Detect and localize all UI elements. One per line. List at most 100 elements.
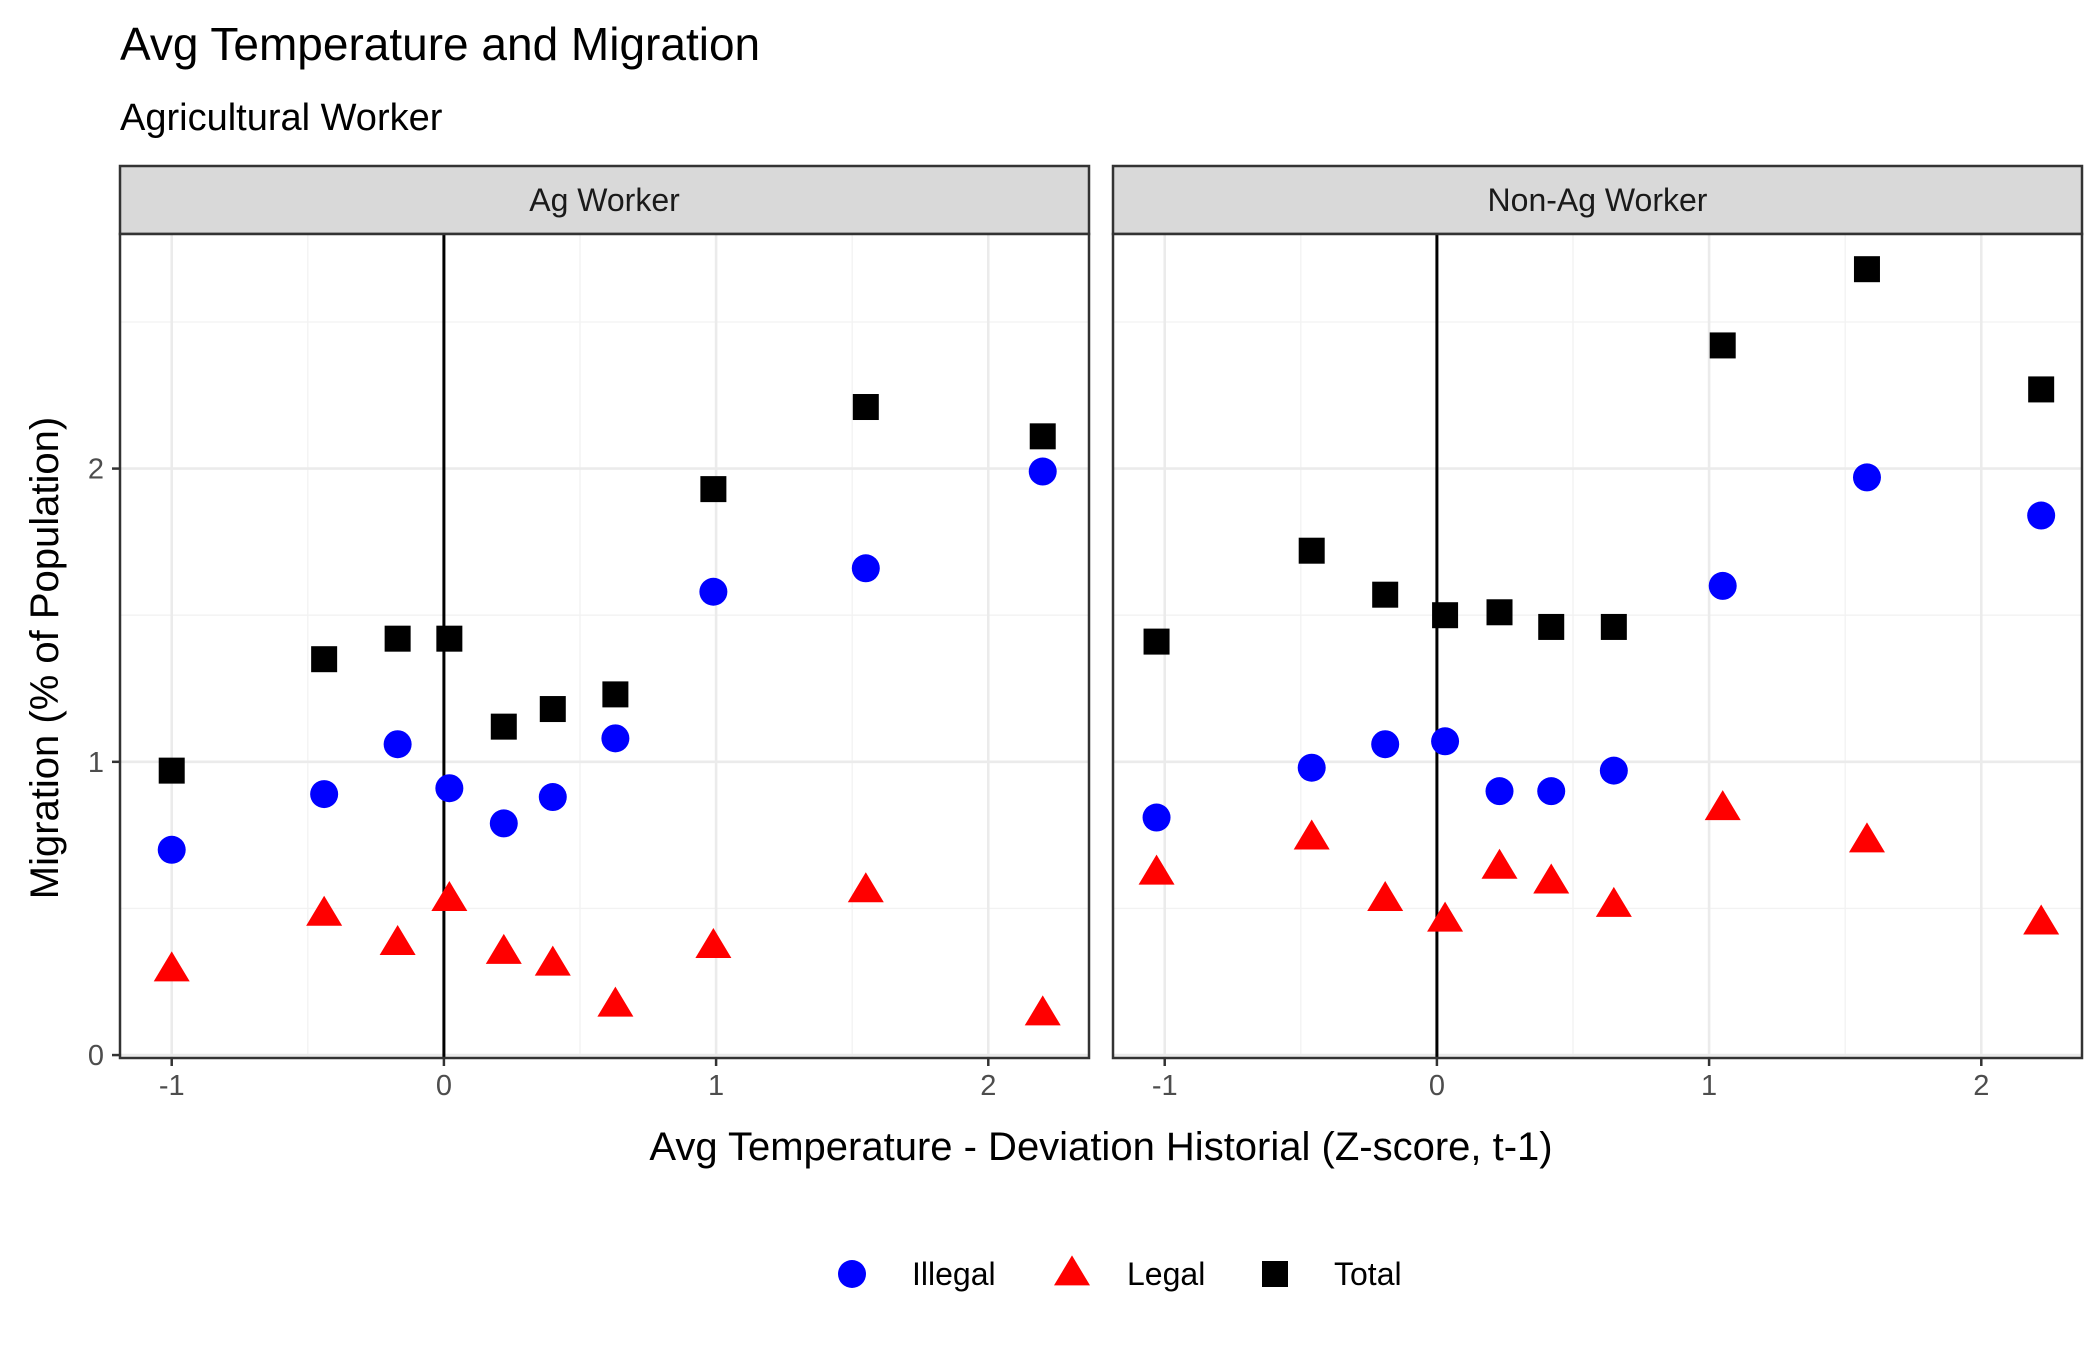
data-point-legal	[1138, 854, 1175, 885]
data-point-illegal	[1431, 727, 1460, 756]
facet-panels: Ag Worker -1 0 1 2 0 1 2 Non-Ag Worker -1 0 1 2	[88, 164, 2084, 1102]
data-point-legal	[1848, 822, 1885, 853]
panel-border	[1111, 232, 2084, 1060]
data-point-total	[539, 696, 566, 723]
legend-item-total: Total	[1262, 1256, 1402, 1292]
data-point-legal	[431, 881, 468, 912]
legend-item-illegal: Illegal	[838, 1256, 996, 1292]
data-point-total	[1143, 628, 1170, 655]
facet-strip-label: Ag Worker	[529, 182, 680, 218]
data-point-illegal	[538, 783, 567, 812]
data-point-legal	[597, 986, 634, 1017]
x-tick-label: 1	[708, 1070, 724, 1102]
data-point-total	[384, 625, 411, 652]
data-point-illegal	[383, 730, 412, 759]
legend-item-legal: Legal	[1054, 1255, 1205, 1292]
legend-key-illegal	[838, 1260, 866, 1288]
data-point-total	[158, 757, 185, 784]
data-point-illegal	[310, 780, 339, 809]
data-point-legal	[2023, 904, 2060, 935]
x-tick-label: 0	[1429, 1070, 1445, 1102]
data-point-illegal	[851, 554, 880, 583]
data-point-legal	[1367, 881, 1404, 912]
facet-panel-0: Ag Worker -1 0 1 2 0 1 2	[88, 164, 1091, 1102]
data-point-legal	[1427, 901, 1464, 932]
data-point-illegal	[2027, 501, 2056, 530]
data-point-total	[1029, 423, 1056, 450]
data-point-total	[700, 476, 727, 503]
data-point-illegal	[1708, 571, 1737, 600]
data-point-total	[1853, 256, 1880, 283]
data-point-illegal	[1537, 777, 1566, 806]
data-point-legal	[534, 945, 571, 976]
data-point-legal	[485, 933, 522, 964]
data-point-legal	[1293, 819, 1330, 850]
data-point-total	[1538, 613, 1565, 640]
data-point-total	[852, 394, 879, 421]
facet-strip-label: Non-Ag Worker	[1488, 182, 1708, 218]
x-tick-label: 2	[1973, 1070, 1989, 1102]
data-point-total	[1298, 537, 1325, 564]
panel-border	[118, 232, 1091, 1060]
chart-subtitle: Agricultural Worker	[120, 97, 443, 139]
legend-label: Illegal	[912, 1256, 996, 1292]
x-tick-label: 0	[436, 1070, 452, 1102]
series-illegal	[1142, 463, 2056, 832]
data-point-illegal	[1371, 730, 1400, 759]
x-tick-label: 1	[1701, 1070, 1717, 1102]
data-point-illegal	[157, 835, 186, 864]
data-point-illegal	[435, 774, 464, 803]
data-point-illegal	[1485, 777, 1514, 806]
data-point-legal	[153, 951, 190, 982]
data-point-illegal	[1852, 463, 1881, 492]
series-legal	[1138, 790, 2060, 935]
data-point-total	[1432, 602, 1459, 629]
data-point-legal	[1481, 848, 1518, 879]
data-point-illegal	[699, 577, 728, 606]
data-point-total	[436, 625, 463, 652]
y-tick-label: 2	[88, 454, 104, 486]
x-tick-label: -1	[159, 1070, 185, 1102]
data-point-total	[602, 681, 629, 708]
y-tick-label: 0	[88, 1040, 104, 1072]
data-point-total	[1709, 332, 1736, 359]
series-total	[1143, 256, 2055, 655]
x-tick-label: -1	[1152, 1070, 1178, 1102]
data-point-total	[2028, 376, 2055, 403]
data-point-illegal	[489, 809, 518, 838]
data-point-legal	[847, 872, 884, 903]
x-axis-title: Avg Temperature - Deviation Historial (Z…	[649, 1125, 1552, 1169]
series-illegal	[157, 457, 1057, 864]
data-point-legal	[1024, 995, 1061, 1026]
legend-key-legal	[1054, 1255, 1090, 1286]
data-point-illegal	[601, 724, 630, 753]
facet-panel-1: Non-Ag Worker -1 0 1 2	[1111, 164, 2084, 1102]
data-point-legal	[379, 925, 416, 956]
legend-label: Legal	[1127, 1256, 1205, 1292]
y-axis-title: Migration (% of Population)	[23, 417, 67, 899]
data-point-total	[1600, 613, 1627, 640]
data-point-total	[1372, 581, 1399, 608]
data-point-illegal	[1142, 803, 1171, 832]
legend: Illegal Legal Total	[838, 1255, 1402, 1292]
data-point-legal	[1704, 790, 1741, 821]
y-tick-label: 1	[88, 747, 104, 779]
data-point-illegal	[1028, 457, 1057, 486]
series-total	[158, 394, 1056, 784]
x-tick-label: 2	[980, 1070, 996, 1102]
data-point-total	[490, 713, 517, 740]
legend-key-total	[1262, 1261, 1288, 1287]
data-point-total	[311, 646, 338, 673]
legend-label: Total	[1334, 1256, 1402, 1292]
data-point-total	[1486, 599, 1513, 626]
chart-title: Avg Temperature and Migration	[120, 18, 760, 70]
series-legal	[153, 872, 1061, 1026]
data-point-legal	[1595, 886, 1632, 917]
data-point-legal	[695, 927, 732, 958]
data-point-illegal	[1297, 753, 1326, 782]
data-point-illegal	[1599, 756, 1628, 785]
data-point-legal	[306, 895, 343, 926]
data-point-legal	[1533, 863, 1570, 894]
gridlines	[120, 234, 1089, 1058]
